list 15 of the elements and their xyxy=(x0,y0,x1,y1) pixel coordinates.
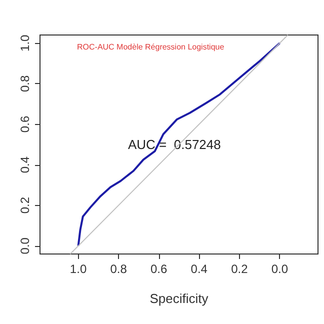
y-tick-label: 0.2 xyxy=(18,196,32,214)
y-tick-label: 0.0 xyxy=(18,237,32,254)
annotation: AUC = 0.57248 xyxy=(128,137,221,152)
x-tick-label: 0.0 xyxy=(271,262,288,276)
text: ROC-AUC Modèle Régression Logistique xyxy=(77,42,225,52)
y-tick-label: 1.0 xyxy=(18,34,32,52)
x-tick-label: 1.0 xyxy=(70,262,87,276)
x-tick-label: 0.2 xyxy=(231,262,248,276)
x-tick-label: 0.6 xyxy=(150,262,168,276)
x-tick-label: 0.4 xyxy=(190,262,208,276)
y-tick-label: 0.8 xyxy=(18,75,32,92)
y-tick-label: 0.4 xyxy=(18,156,32,174)
x-axis-title: Specificity xyxy=(150,291,209,306)
x-tick-label: 0.8 xyxy=(110,262,128,276)
y-tick-label: 0.6 xyxy=(18,116,32,133)
